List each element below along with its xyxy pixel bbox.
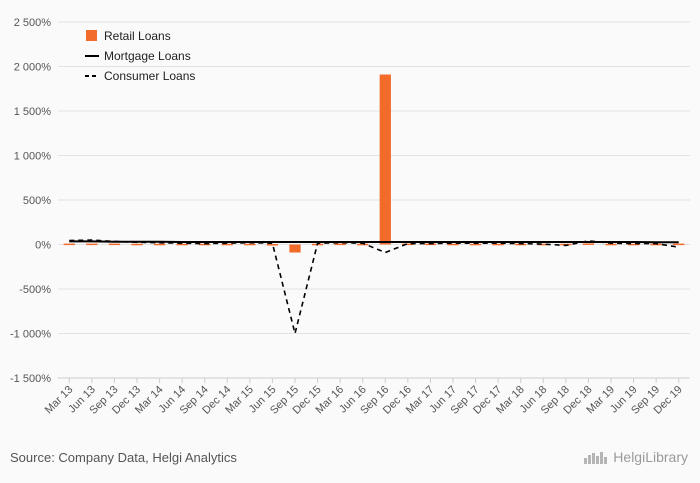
legend-label[interactable]: Retail Loans (104, 29, 171, 43)
legend-swatch-retail (86, 30, 97, 41)
bar-retail-loans[interactable] (131, 243, 143, 246)
bar-retail-loans[interactable] (515, 243, 527, 246)
y-tick-label: -1 000% (10, 329, 51, 341)
bars-layer (63, 74, 685, 253)
bar-retail-loans[interactable] (266, 244, 279, 246)
bar-retail-loans[interactable] (379, 74, 391, 245)
y-tick-label: 1 000% (14, 151, 52, 163)
y-tick-label: 0% (35, 240, 51, 252)
y-tick-label: -1 500% (10, 373, 51, 385)
helgi-logo-icon (584, 452, 608, 464)
legend: Retail Loans Mortgage Loans Consumer Loans (85, 29, 195, 83)
lines-layer (69, 239, 679, 334)
bar-retail-loans[interactable] (402, 243, 414, 246)
bar-retail-loans[interactable] (673, 243, 685, 246)
y-tick-label: 2 000% (14, 62, 52, 74)
bar-retail-loans[interactable] (492, 243, 504, 246)
bar-retail-loans[interactable] (560, 243, 572, 246)
bar-retail-loans[interactable] (627, 243, 640, 246)
bar-retail-loans[interactable] (86, 243, 98, 246)
legend-label[interactable]: Consumer Loans (104, 69, 195, 83)
y-tick-label: 2 500% (14, 17, 52, 29)
y-axis: 2 500% 2 000% 1 500% 1 000% 500% 0% -500% -1 00… (10, 17, 51, 385)
bar-retail-loans[interactable] (199, 243, 211, 246)
bar-retail-loans[interactable] (289, 244, 301, 253)
bar-retail-loans[interactable] (221, 243, 233, 246)
y-tick-label: -500% (19, 284, 51, 296)
line-mortgage-loans[interactable] (69, 240, 679, 244)
bar-retail-loans[interactable] (244, 243, 256, 246)
bar-retail-loans[interactable] (537, 243, 549, 246)
bar-retail-loans[interactable] (108, 243, 121, 246)
bar-retail-loans[interactable] (176, 243, 188, 246)
legend-label[interactable]: Mortgage Loans (104, 49, 191, 63)
bar-retail-loans[interactable] (582, 243, 595, 245)
y-tick-label: 1 500% (14, 106, 52, 118)
bar-retail-loans[interactable] (153, 243, 166, 246)
chart: 2 500% 2 000% 1 500% 1 000% 500% 0% -500% -1 00… (10, 17, 690, 417)
y-tick-label: 500% (23, 195, 51, 207)
bar-retail-loans[interactable] (605, 243, 617, 246)
bar-retail-loans[interactable] (469, 243, 482, 246)
line-consumer-loans[interactable] (69, 239, 679, 334)
bar-retail-loans[interactable] (334, 243, 346, 246)
brand-mark[interactable]: HelgiLibrary (583, 449, 688, 465)
bar-retail-loans[interactable] (63, 243, 75, 246)
source-note: Source: Company Data, Helgi Analytics (10, 450, 237, 465)
bar-retail-loans[interactable] (447, 243, 459, 246)
bar-retail-loans[interactable] (650, 243, 662, 246)
brand-name: HelgiLibrary (613, 449, 688, 465)
bar-retail-loans[interactable] (357, 243, 369, 246)
